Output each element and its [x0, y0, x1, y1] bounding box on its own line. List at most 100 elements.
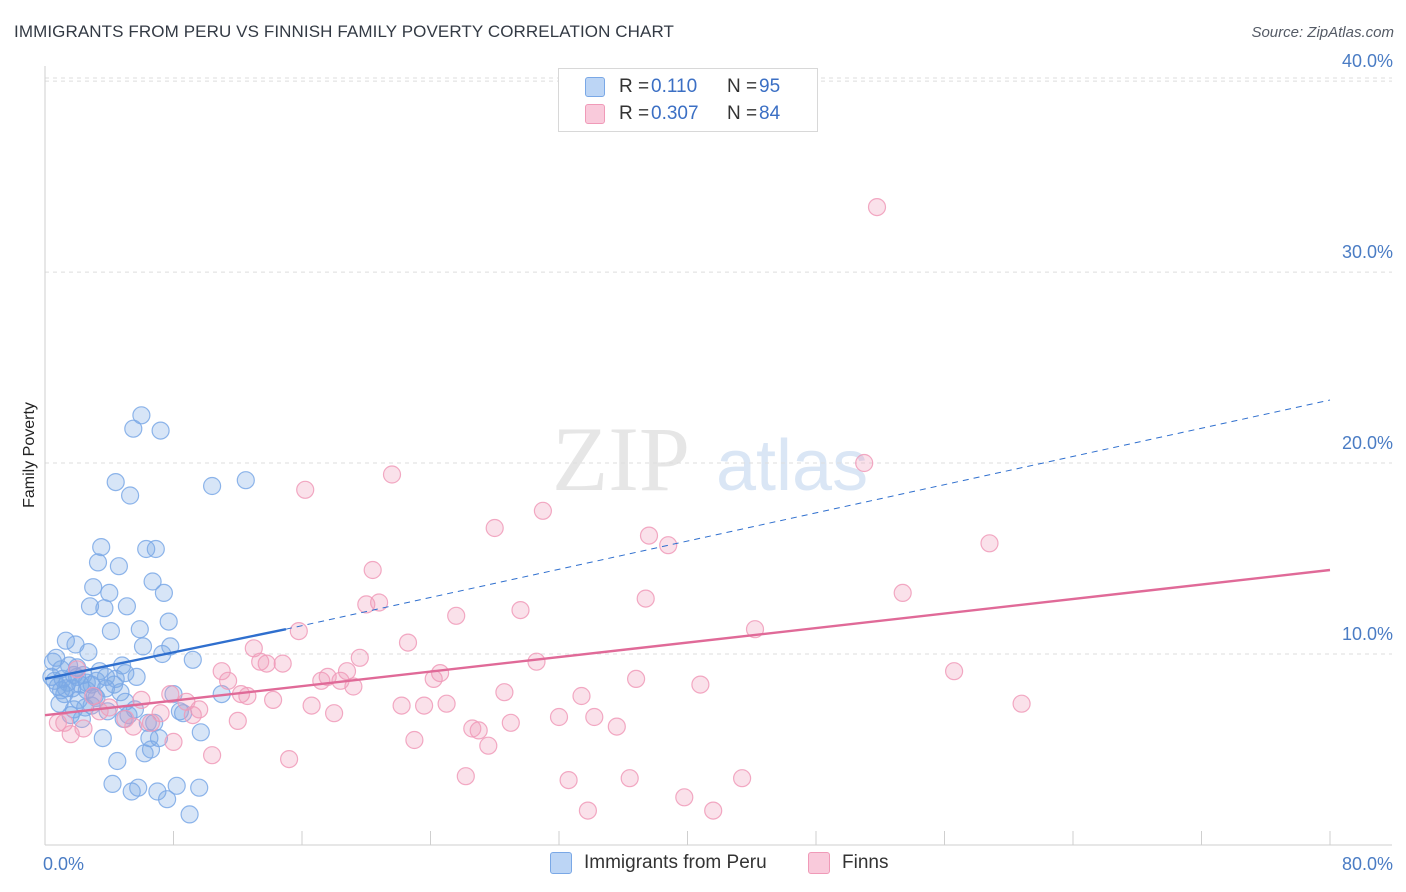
legend-r-value: 0.110	[651, 76, 698, 97]
data-point-finns	[415, 696, 434, 715]
data-point-peru	[236, 471, 255, 490]
legend-row-peru: R = 0.110 N = 95	[585, 75, 780, 99]
data-points	[42, 198, 1031, 824]
data-point-finns	[350, 648, 369, 667]
legend-n-label: N =	[727, 76, 758, 97]
data-point-finns	[572, 686, 591, 706]
data-point-finns	[219, 671, 238, 690]
watermark-atlas: atlas	[716, 426, 868, 506]
data-point-peru	[88, 553, 108, 572]
data-point-finns	[141, 713, 161, 732]
data-point-peru	[47, 648, 66, 667]
bottom-legend-item-finns: Finns	[808, 852, 888, 874]
data-point-finns	[273, 654, 292, 673]
data-point-finns	[280, 749, 299, 769]
data-point-finns	[264, 690, 283, 710]
data-point-finns	[691, 675, 710, 694]
data-point-peru	[92, 537, 111, 557]
data-point-finns	[55, 713, 74, 732]
data-point-peru	[56, 631, 76, 650]
data-point-finns	[251, 652, 270, 671]
data-point-finns	[1012, 694, 1031, 713]
series-peru-points	[42, 406, 255, 824]
data-point-finns	[485, 518, 504, 538]
data-point-peru	[116, 663, 135, 683]
data-point-finns	[463, 719, 482, 738]
data-point-finns	[559, 770, 578, 790]
data-point-peru	[190, 778, 209, 797]
data-point-finns	[495, 683, 514, 702]
data-point-finns	[67, 660, 87, 679]
data-point-finns	[626, 669, 646, 689]
trend-line-peru	[44, 628, 287, 681]
data-point-peru	[143, 572, 162, 591]
data-point-finns	[90, 702, 109, 721]
axes	[44, 66, 1392, 846]
data-point-finns	[164, 732, 183, 752]
y-axis-label: Family Poverty	[21, 402, 38, 508]
data-point-peru	[132, 406, 151, 425]
data-point-peru	[103, 774, 122, 794]
data-point-finns	[456, 767, 475, 786]
data-point-finns	[431, 663, 450, 683]
data-point-finns	[501, 713, 520, 732]
data-point-finns	[289, 621, 308, 641]
legend: R = 0.110 N = 95 R = 0.307 N = 84	[558, 68, 818, 132]
data-point-finns	[203, 746, 222, 765]
data-point-finns	[325, 704, 344, 723]
data-point-peru	[121, 486, 140, 505]
data-point-peru	[95, 599, 114, 618]
legend-n-value: 95	[759, 76, 781, 97]
data-point-finns	[124, 717, 143, 736]
data-point-finns	[620, 769, 639, 788]
data-point-peru	[154, 583, 173, 603]
data-point-finns	[405, 730, 424, 750]
data-point-finns	[84, 686, 103, 706]
data-point-finns	[48, 713, 68, 732]
data-point-finns	[704, 801, 723, 820]
data-point-finns	[636, 589, 655, 608]
data-point-peru	[129, 778, 148, 797]
data-point-finns	[675, 788, 694, 807]
data-point-peru	[106, 669, 125, 689]
bottom-legend-label-peru: Immigrants from Peru	[584, 852, 767, 873]
data-point-peru	[133, 637, 153, 656]
data-point-peru	[106, 473, 125, 492]
data-point-finns	[344, 677, 363, 696]
data-point-finns	[527, 652, 546, 671]
data-point-peru	[100, 583, 119, 603]
data-point-peru	[146, 539, 165, 559]
data-point-finns	[151, 704, 170, 723]
bottom-legend-item-peru: Immigrants from Peru	[550, 852, 767, 874]
trend-line-finns	[44, 568, 1331, 717]
data-point-peru	[124, 419, 143, 438]
data-point-peru	[149, 728, 169, 748]
data-point-finns	[893, 583, 912, 603]
data-point-finns	[447, 606, 466, 625]
data-point-peru	[80, 597, 100, 616]
data-point-finns	[228, 711, 247, 731]
data-point-finns	[578, 801, 598, 820]
data-point-finns	[549, 707, 569, 727]
data-point-finns	[732, 769, 752, 788]
data-point-finns	[74, 719, 93, 738]
data-point-finns	[337, 662, 357, 681]
watermark-zip: ZIP	[552, 408, 690, 510]
data-point-peru	[180, 805, 199, 824]
data-point-peru	[79, 642, 98, 662]
legend-swatch-finns	[585, 104, 605, 124]
data-point-peru	[191, 723, 210, 742]
legend-r-label: R =	[619, 103, 650, 124]
data-point-finns	[533, 501, 553, 520]
legend-row-finns: R = 0.307 N = 84	[585, 102, 780, 126]
data-point-finns	[302, 696, 321, 715]
data-point-peru	[84, 578, 103, 597]
data-point-peru	[137, 539, 156, 559]
data-point-peru	[56, 679, 76, 698]
data-point-finns	[607, 717, 626, 736]
y-tick-label: 10.0%	[1342, 624, 1393, 644]
data-point-finns	[212, 662, 231, 681]
data-point-finns	[382, 465, 402, 484]
legend-r-value: 0.307	[651, 103, 699, 124]
data-point-finns	[639, 526, 659, 545]
